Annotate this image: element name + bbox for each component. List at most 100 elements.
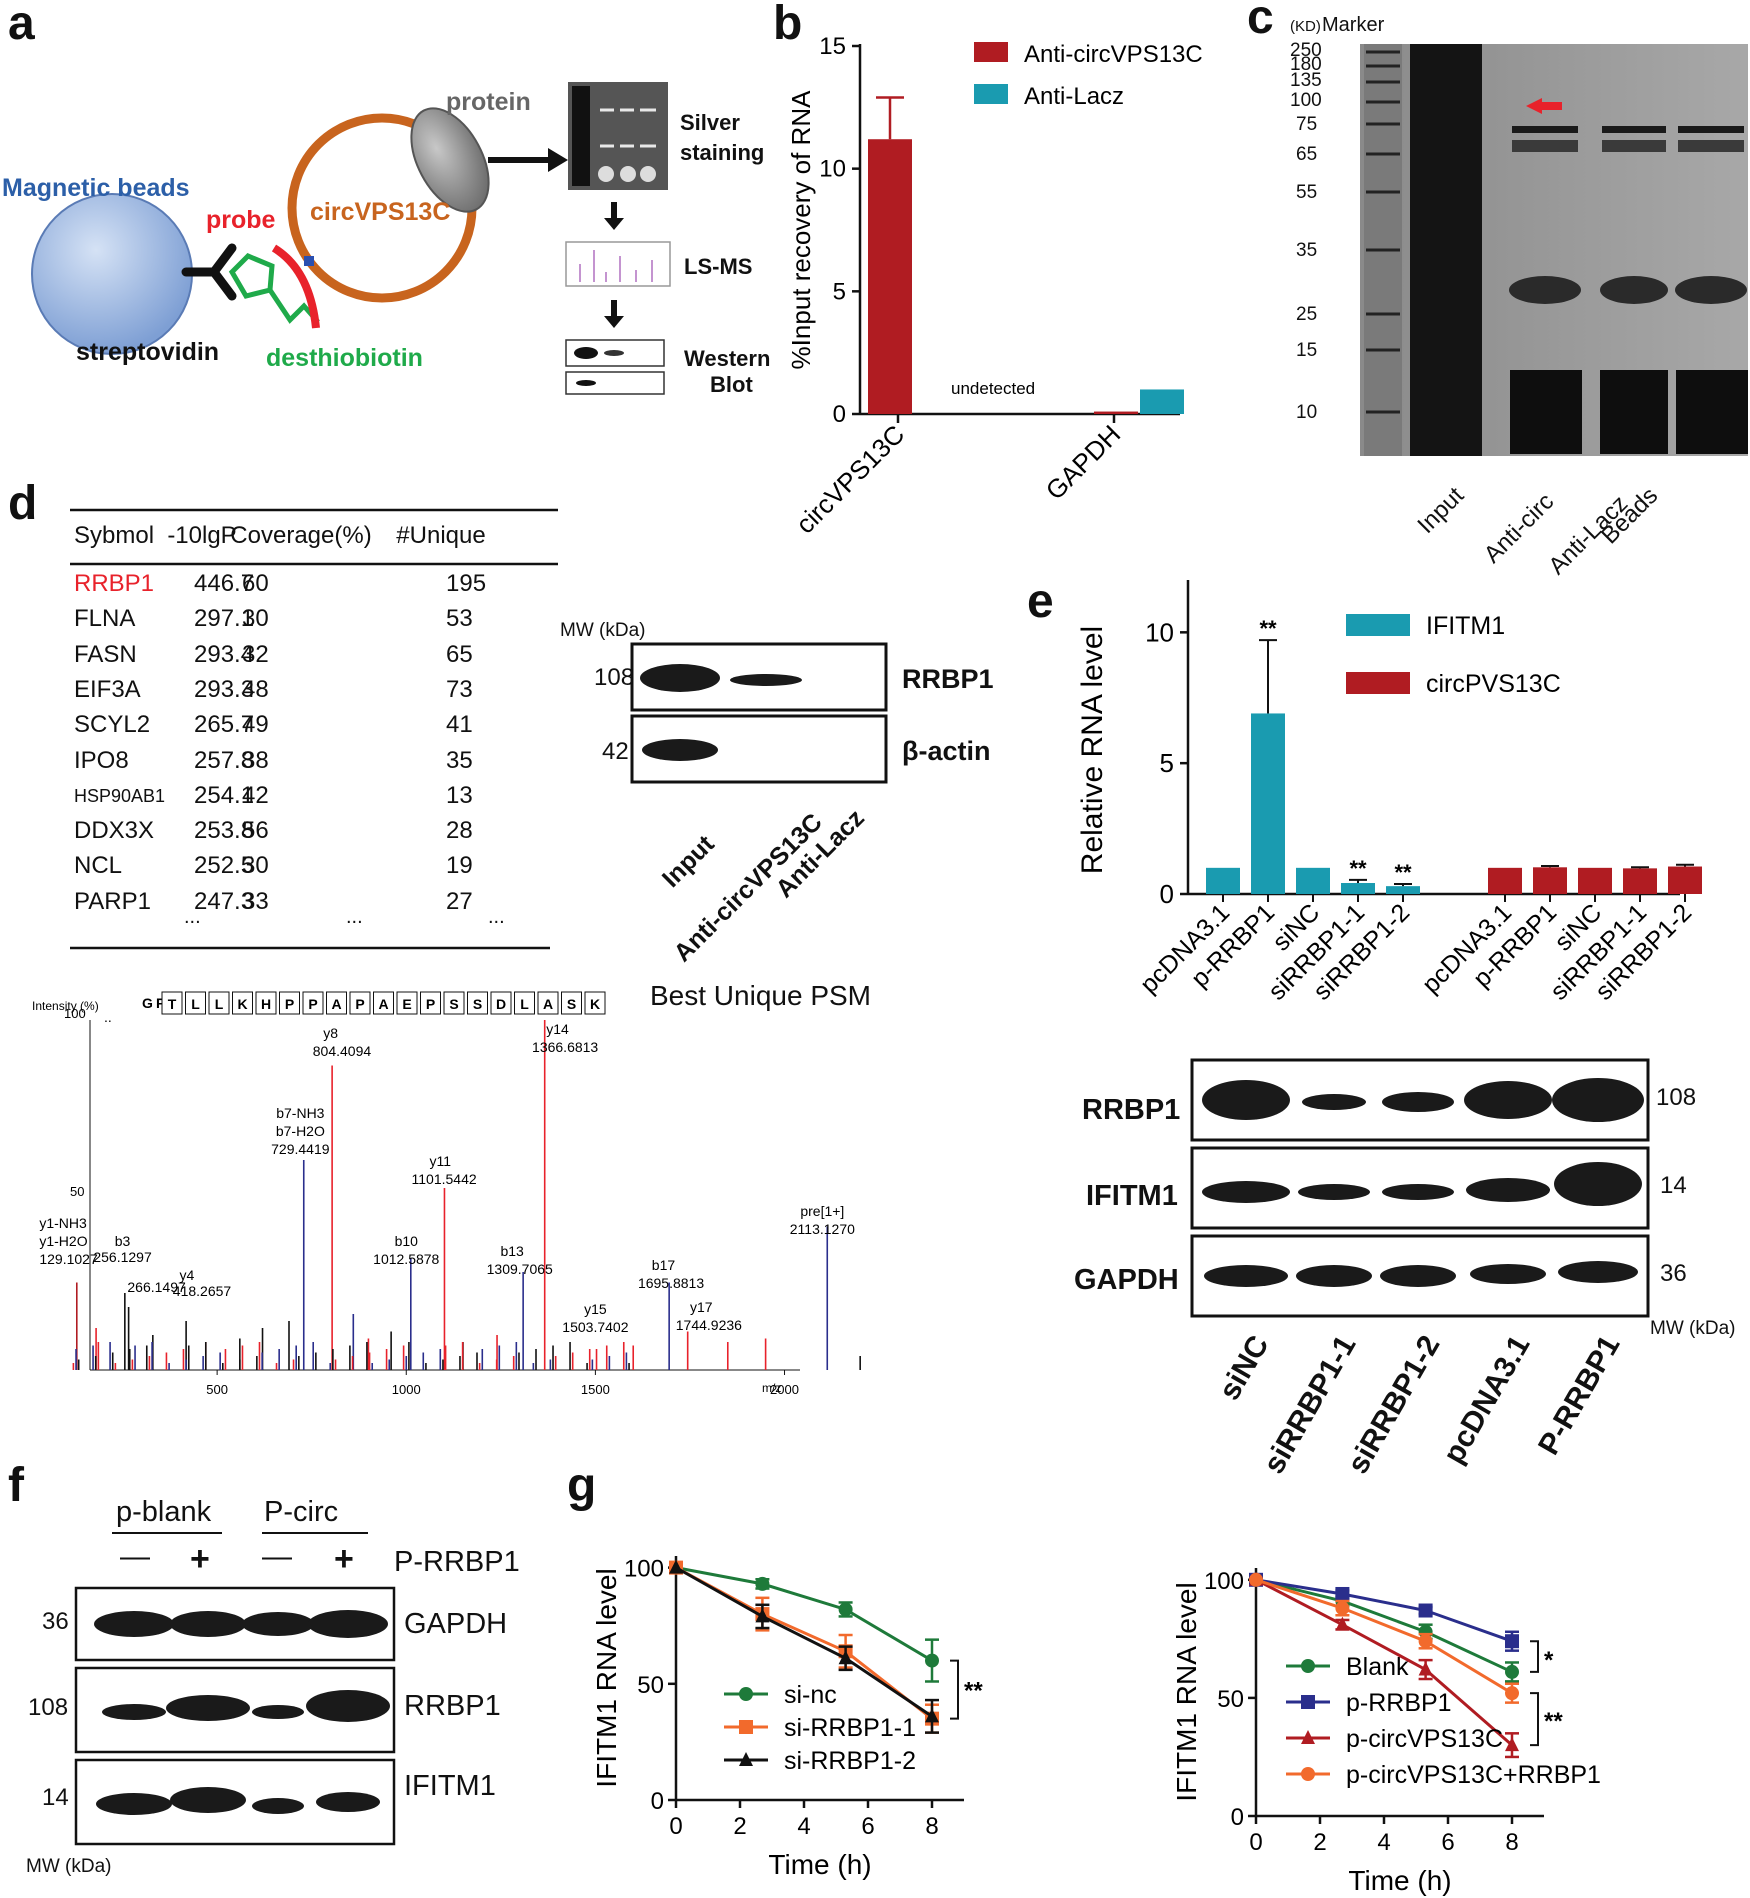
peak-annotation: pre[1+] [800, 1203, 844, 1219]
f-sign: — [262, 1540, 292, 1573]
f-sign: + [190, 1540, 210, 1578]
table-cell: 247.3 [194, 887, 255, 915]
sequence-residue: L [520, 996, 529, 1012]
e-wb-mw-108: 108 [1656, 1084, 1697, 1111]
x-tick-label: 2 [733, 1813, 746, 1840]
d-protein-table: Sybmol -10lgP Coverage(%) #Unique RRBP1 446.7… [74, 522, 574, 962]
x-unit: m/z [762, 1381, 781, 1395]
sequence-box [396, 991, 418, 1015]
sequence-box [349, 991, 371, 1015]
sequence-box [490, 991, 512, 1015]
c-mw-tick: 35 [1296, 240, 1318, 261]
e-wb-rrbp1: RRBP1 [1082, 1094, 1181, 1126]
table-cell: FASN [74, 640, 137, 668]
panel-c-gel [1360, 44, 1748, 456]
data-point [1505, 1686, 1519, 1701]
table-cell: 73 [446, 675, 473, 703]
legend-label: Blank [1346, 1653, 1409, 1681]
x-tick-label: 2000 [770, 1382, 799, 1397]
sequence-residue: S [567, 996, 576, 1012]
sequence-residue: S [473, 996, 482, 1012]
y-axis-label: IFITM1 RNA level [591, 1568, 622, 1787]
table-cell: 195 [446, 570, 487, 597]
peak-annotation: y1-NH3 [39, 1215, 87, 1231]
sequence-box [326, 991, 347, 1015]
y-tick-label: 50 [1217, 1686, 1244, 1713]
f-row-ifitm1: IFITM1 [404, 1770, 496, 1802]
data-point [925, 1708, 939, 1723]
table-cell: 253.8 [194, 817, 255, 845]
y-tick-label: 100 [64, 1006, 86, 1021]
table-cell: 35 [446, 746, 473, 774]
data-point [1418, 1634, 1433, 1649]
y-tick-label: 100 [1204, 1568, 1244, 1595]
legend-label: circPVS13C [1426, 670, 1561, 698]
c-kd-label: (KD) [1290, 18, 1321, 35]
e-wb-mw-14: 14 [1660, 1172, 1687, 1199]
intensity-label: Intensity (%) [32, 999, 99, 1013]
x-tick-label: 4 [797, 1813, 810, 1840]
sequence-box [443, 991, 465, 1015]
legend-label: si-RRBP1-1 [784, 1714, 916, 1742]
sequence-box [161, 991, 183, 1015]
sequence-box [255, 991, 277, 1015]
table-ellipsis: ... [488, 906, 505, 928]
data-point [838, 1650, 853, 1665]
legend-label: IFITM1 [1426, 612, 1505, 640]
x-tick-label: 500 [206, 1382, 228, 1397]
x-tick-label: 1500 [581, 1382, 610, 1397]
table-cell: 60 [242, 570, 269, 597]
c-mw-tick: 65 [1296, 144, 1318, 165]
data-point [1335, 1601, 1350, 1616]
c-mw-tick: 15 [1296, 340, 1318, 361]
table-cell: 446.7 [194, 570, 255, 597]
panel-c-label: c [1247, 0, 1274, 44]
red-arrow [1526, 98, 1562, 114]
c-mw-tick: 75 [1296, 114, 1318, 135]
data-point [739, 1687, 753, 1701]
bar [1623, 868, 1657, 894]
peak-annotation: y14 [546, 1021, 569, 1037]
data-point [1418, 1603, 1433, 1618]
table-cell: EIF3A [74, 675, 141, 703]
table-cell: 53 [446, 605, 473, 633]
f-mw-108: 108 [28, 1694, 69, 1721]
peak-annotation: 729.4419 [271, 1141, 330, 1157]
d-wb-mw-42: 42 [602, 738, 629, 765]
sequence-box [537, 991, 559, 1015]
y-tick-label: 5 [833, 278, 846, 305]
table-cell: 254.1 [194, 781, 255, 809]
c-mw-tick: 250 [1290, 40, 1322, 61]
sequence-residue: P [285, 996, 294, 1012]
data-point [1301, 1695, 1315, 1709]
bar [1386, 886, 1420, 894]
f-mw-36: 36 [42, 1608, 69, 1635]
table-cell: NCL [74, 852, 123, 880]
peak-annotation: 1101.5442 [412, 1171, 477, 1187]
f-sign: — [120, 1540, 150, 1573]
data-point [925, 1653, 939, 1668]
significance-bracket [1530, 1692, 1539, 1747]
peak-annotation: 1366.6813 [532, 1039, 598, 1055]
table-ellipsis: ... [346, 906, 363, 928]
significance-mark: ** [964, 1677, 983, 1704]
table-cell: 42 [242, 781, 269, 809]
panel-f-label: f [8, 1459, 24, 1512]
panel-g-label: g [567, 1459, 597, 1512]
significance-bracket [950, 1659, 959, 1720]
table-cell: DDX3X [74, 817, 155, 845]
chart-g-left: 0 50 100 0 2 4 6 8 Time (h) IFITM1 RNA level si-nc… [591, 1556, 983, 1880]
e-wb-mw-title: MW (kDa) [1650, 1318, 1736, 1339]
chart-b: 0 5 10 15 %Input recovery of RNA circVPS13C GA… [786, 33, 1203, 539]
lane-input-smear [1410, 44, 1482, 456]
sequence-residue: L [191, 996, 200, 1012]
data-point [755, 1576, 770, 1591]
data-point [1505, 1664, 1519, 1679]
y-tick-label: 100 [624, 1556, 664, 1583]
significance-bracket [1530, 1640, 1539, 1673]
label-streptovidin: streptovidin [76, 338, 220, 366]
label-blot: Blot [710, 372, 753, 397]
sequence-residue: P [156, 995, 165, 1011]
peak-annotation: b10 [395, 1233, 419, 1249]
